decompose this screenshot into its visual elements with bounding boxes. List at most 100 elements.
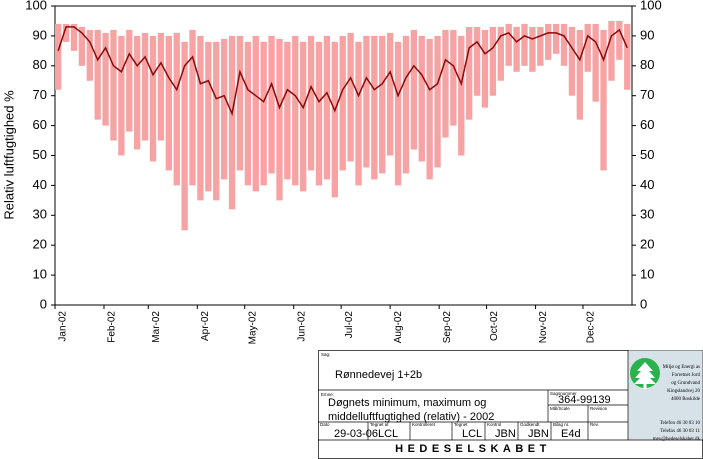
range-bar (315, 41, 323, 186)
address-line: Telefon 46 30 03 10 (660, 421, 701, 426)
y2-tick-label: 80 (640, 57, 654, 72)
range-bar (505, 23, 512, 66)
range-bar (134, 35, 141, 150)
field-label: Tegnet af (370, 422, 389, 427)
range-bar (363, 35, 370, 168)
x-tick-label: Jun-02 (296, 311, 307, 342)
field-label: Mål/Scale (550, 405, 570, 411)
field-label: Kontrol (487, 422, 501, 427)
y2-tick-label: 50 (640, 147, 654, 162)
field-value: E4d (561, 428, 581, 440)
range-bar (260, 41, 267, 186)
y2-tick-label: 30 (640, 207, 654, 222)
range-bar (386, 32, 394, 156)
y2-tick-label: 90 (640, 27, 654, 42)
range-bar (126, 29, 133, 132)
range-bar (489, 26, 497, 96)
company: HEDESELSKABET (395, 443, 551, 455)
y-tick-label: 30 (33, 207, 47, 222)
range-bar (189, 29, 196, 186)
range-bar (379, 35, 386, 174)
range-bar (78, 26, 86, 66)
x-tick-label: Oct-02 (489, 311, 500, 341)
field-label: Bilag nr. (553, 422, 569, 427)
range-bar (394, 41, 402, 186)
address-line: og Grundvand (671, 381, 700, 386)
address-line: Telefax 46 30 03 11 (660, 429, 700, 434)
range-bar (220, 38, 228, 180)
field-label: Kontrolleret (412, 422, 436, 427)
y2-tick-label: 60 (640, 117, 654, 132)
range-bar (110, 29, 117, 141)
range-bar (197, 35, 204, 201)
y2-tick-label: 10 (640, 267, 654, 282)
field-label: Rev. (590, 422, 599, 427)
y-tick-label: 70 (33, 87, 47, 102)
x-tick-label: Aug-02 (393, 311, 404, 344)
field-label: Revision (590, 406, 608, 411)
range-bar (292, 35, 299, 186)
range-bar (181, 41, 188, 231)
address-line: Miljø og Energi as (663, 365, 700, 370)
address-line: Forretnet Jord (672, 373, 701, 378)
case-number: 364-99139 (558, 394, 611, 406)
y2-tick-label: 20 (640, 237, 654, 252)
x-tick-label: Jan-02 (58, 311, 69, 342)
range-bar (450, 29, 457, 126)
range-bar (236, 35, 244, 171)
y-tick-label: 0 (40, 296, 47, 311)
address-line: Kingslandvej 20 (667, 389, 700, 394)
range-bar (608, 20, 615, 81)
field-label: Sag: (321, 352, 330, 357)
range-bar (149, 35, 157, 162)
x-tick-label: Feb-02 (107, 311, 118, 343)
range-bar (600, 29, 607, 171)
x-tick-label: Dec-02 (586, 311, 597, 344)
range-bar (118, 35, 125, 156)
range-bar (244, 41, 252, 186)
field-value: JBN (495, 428, 516, 440)
range-bar (616, 20, 623, 60)
range-bar (402, 35, 410, 174)
range-bar (86, 29, 93, 81)
y-tick-label: 60 (33, 117, 47, 132)
field-value: LCL (378, 428, 398, 440)
range-bar (339, 35, 346, 171)
range-bar (426, 38, 433, 180)
x-tick-label: Mar-02 (151, 311, 162, 343)
x-tick-label: May-02 (247, 311, 258, 345)
range-bar (157, 32, 165, 141)
field-label: Sagsnummer (550, 391, 577, 396)
range-bar (252, 35, 259, 192)
range-bar (371, 35, 378, 180)
range-bar (473, 26, 481, 96)
range-bar (284, 41, 291, 180)
subject: middelluftfugtighed (relativ) - 2002 (328, 411, 494, 423)
project-name: Rønnedevej 1+2b (335, 369, 422, 381)
range-bar (94, 29, 101, 120)
y-tick-label: 40 (33, 177, 47, 192)
range-bar (268, 35, 275, 174)
range-bar (331, 41, 338, 198)
range-bar (165, 35, 172, 171)
y-tick-label: 20 (33, 237, 47, 252)
range-bar (418, 35, 425, 162)
x-tick-label: Apr-02 (200, 311, 211, 341)
range-bar (307, 35, 315, 171)
range-bar (55, 23, 62, 90)
y-tick-label: 50 (33, 147, 47, 162)
y-tick-label: 80 (33, 57, 47, 72)
logo-tree (634, 362, 656, 389)
range-bar (584, 23, 591, 72)
range-bar (347, 32, 354, 162)
range-bar (173, 32, 180, 186)
address-line: mev@hedeselskabet.dk (653, 437, 701, 442)
y-axis-label: Relativ luftfugtighed % (1, 90, 16, 220)
address-line: 4000 Roskilde (671, 397, 701, 402)
range-bar (213, 41, 220, 201)
range-bar (70, 23, 78, 51)
field-label: Dato (320, 422, 330, 427)
range-bar (552, 23, 560, 54)
range-bar (141, 32, 149, 141)
field-value: 29-03-06 (334, 428, 378, 440)
